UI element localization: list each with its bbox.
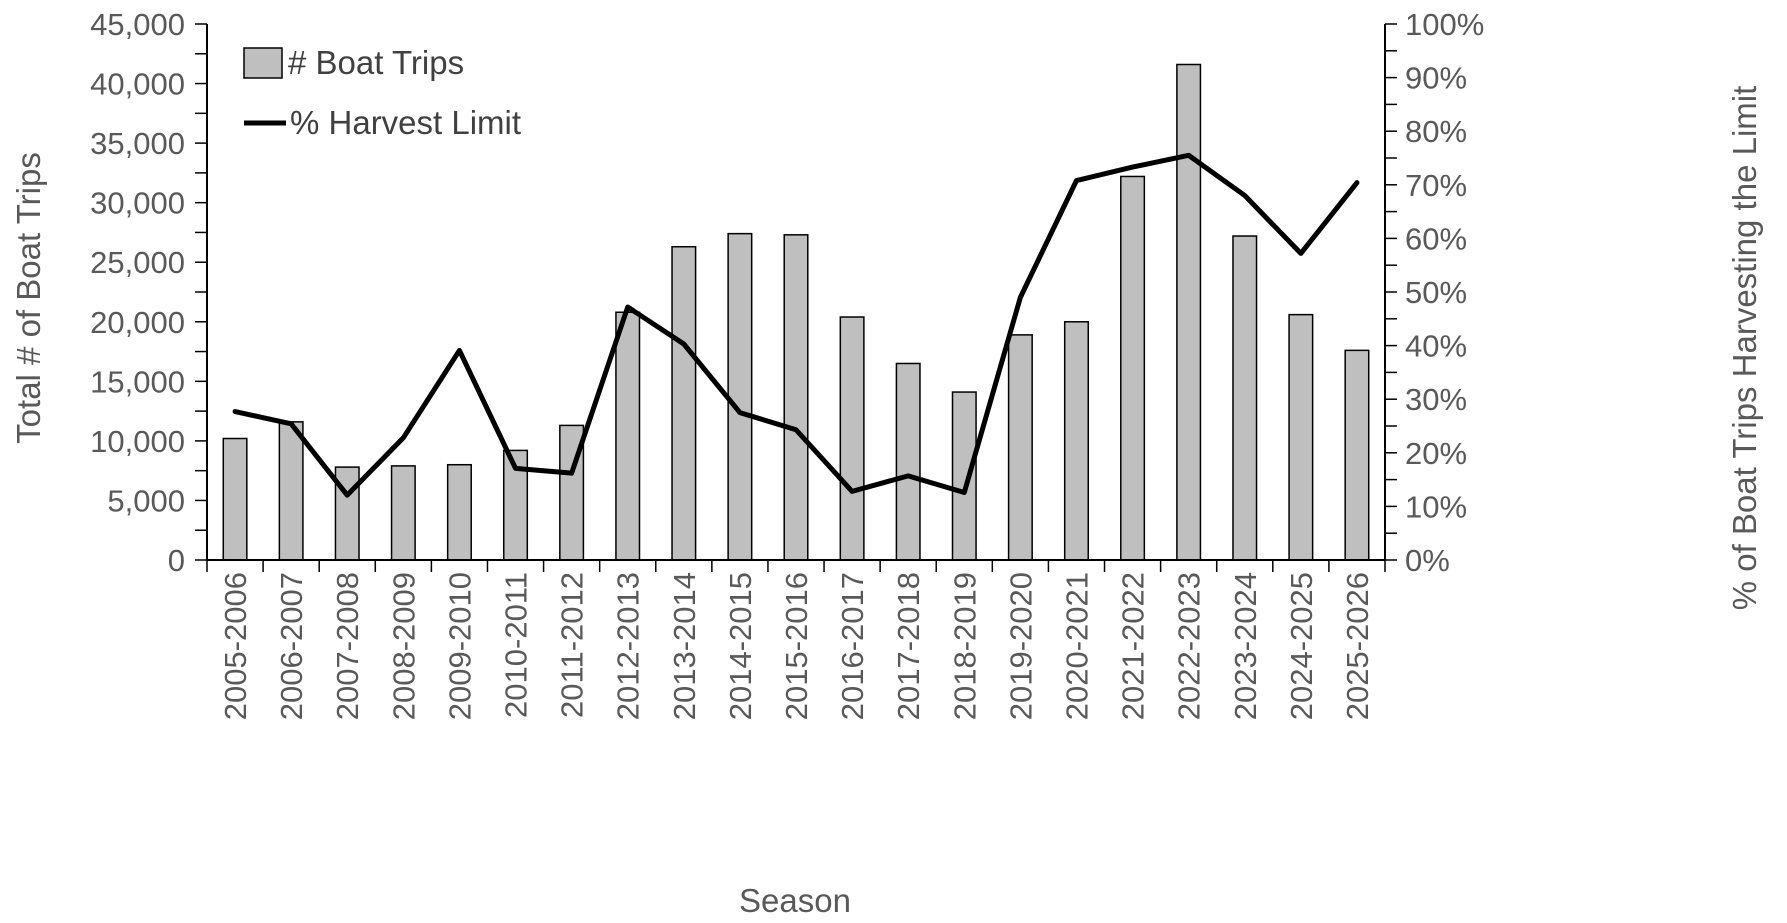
y-tick-label: 35,000 [90,126,185,161]
x-tick-label: 2015-2016 [779,572,814,720]
line-series [232,152,1360,498]
y2-tick-label: 70% [1405,168,1467,203]
x-tick-label: 2016-2017 [835,572,870,720]
y-tick-label: 40,000 [90,67,185,102]
bar-2020-2021 [1063,321,1090,561]
x-tick-label: 2023-2024 [1228,572,1263,720]
y-tick-label: 10,000 [90,424,185,459]
bar-2016-2017 [839,316,865,561]
y2-tick-label: 0% [1405,543,1450,578]
bar-2012-2013 [615,311,641,561]
x-tick-label: 2020-2021 [1059,572,1094,720]
x-tick-label: 2017-2018 [891,572,926,720]
y2-tick-label: 30% [1405,382,1467,417]
x-tick-label: 2010-2011 [499,572,534,718]
x-tick-label: 2012-2013 [611,572,646,720]
y2-tick-label: 40% [1405,329,1467,364]
axes [195,23,1397,572]
y-tick-label: 25,000 [90,245,185,280]
y2-tick-label: 20% [1405,436,1467,471]
bar-2024-2025 [1288,313,1314,561]
x-tick-label: 2024-2025 [1284,572,1319,720]
x-axis-title: Season [739,882,851,919]
x-tick-label: 2018-2019 [947,572,982,720]
y2-tick-label: 50% [1405,275,1467,310]
bar-2006-2007 [278,421,304,561]
x-tick-label: 2006-2007 [274,572,309,720]
x-tick-label: 2011-2012 [555,572,590,718]
y2-tick-label: 60% [1405,221,1467,256]
right-axis-tick-labels: 0% 10% 20% 30% 40% 50% 60% 70% 80% 90% 100% [1405,7,1484,578]
y-tick-label: 15,000 [90,364,185,399]
x-tick-label: 2021-2022 [1116,572,1151,720]
y-tick-label: 45,000 [90,7,185,42]
bar-2014-2015 [727,232,753,561]
bar-2022-2023 [1176,63,1202,561]
bar-2019-2020 [1007,334,1033,561]
legend-swatch-boat-trips [243,47,283,79]
y2-tick-label: 90% [1405,61,1467,96]
bar-2021-2022 [1120,175,1146,561]
bar-2023-2024 [1232,235,1258,561]
y-axis-title: Total # of Boat Trips [10,152,47,444]
x-tick-label: 2005-2006 [218,572,253,720]
y-tick-label: 20,000 [90,305,185,340]
legend-label-harvest-limit: % Harvest Limit [290,104,521,141]
legend-label-boat-trips: # Boat Trips [288,44,464,81]
bar-2017-2018 [895,362,921,561]
x-tick-label: 2022-2023 [1172,572,1207,720]
x-tick-label: 2025-2026 [1340,572,1375,720]
bar-2015-2016 [783,234,809,561]
y2-tick-label: 10% [1405,489,1467,524]
y-tick-label: 30,000 [90,186,185,221]
x-tick-label: 2014-2015 [723,572,758,720]
x-axis-tick-labels: 2005-2006 2006-2007 2007-2008 2008-2009 2009… [218,572,1375,720]
bar-2008-2009 [390,465,416,561]
y-tick-label: 0 [168,543,185,578]
x-tick-label: 2007-2008 [330,572,365,720]
bar-series [222,63,1370,561]
bar-2018-2019 [951,391,977,561]
x-tick-label: 2009-2010 [442,572,477,720]
x-tick-label: 2019-2020 [1003,572,1038,720]
legend: # Boat Trips % Harvest Limit [243,44,521,141]
left-axis-tick-labels: 0 5,000 10,000 15,000 20,000 25,000 30,000 35,0… [90,7,185,578]
bar-2009-2010 [446,463,472,561]
y2-tick-label: 100% [1405,7,1484,42]
harvest-limit-line [232,152,1360,498]
x-tick-label: 2013-2014 [667,572,702,720]
bar-2013-2014 [671,245,697,561]
y-tick-label: 5,000 [107,483,185,518]
bar-2005-2006 [222,437,248,561]
y2-axis-title: % of Boat Trips Harvesting the Limit [1726,86,1763,611]
x-tick-label: 2008-2009 [386,572,421,720]
y2-tick-label: 80% [1405,114,1467,149]
bar-2025-2026 [1344,349,1370,561]
